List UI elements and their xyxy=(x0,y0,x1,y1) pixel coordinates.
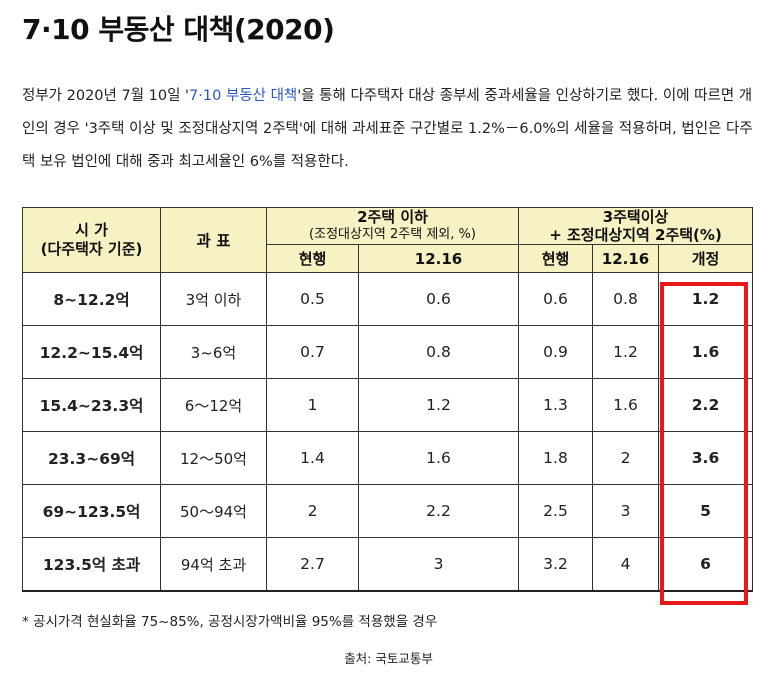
intro-paragraph: 정부가 2020년 7월 10일 '7·10 부동산 대책'을 통해 다주택자 … xyxy=(22,80,762,179)
source-credit: 출처: 국토교통부 xyxy=(344,651,433,666)
price-cell: 69~123.5억 xyxy=(22,484,161,538)
tax-base-cell: 3~6억 xyxy=(160,325,267,379)
group1-subtitle: (조정대상지역 2주택 제외, %) xyxy=(309,227,476,242)
table-row: 69~123.5억 50～94억 2 2.2 2.5 3 5 xyxy=(22,484,754,538)
g2-current-cell: 0.9 xyxy=(518,325,593,379)
g1-1216-cell: 0.8 xyxy=(358,325,519,379)
tax-rate-table: 시 가 (다주택자 기준) 과 표 2주택 이하 (조정대상지역 2주택 제외,… xyxy=(22,207,754,592)
price-cell: 15.4~23.3억 xyxy=(22,378,161,432)
tax-base-cell: 94억 초과 xyxy=(160,537,267,592)
g2-1216-cell: 2 xyxy=(592,431,659,485)
g2-1216-cell: 0.8 xyxy=(592,272,659,326)
page-title: 7·10 부동산 대책(2020) xyxy=(22,13,335,46)
price-cell: 23.3~69억 xyxy=(22,431,161,485)
g2-current-cell: 1.3 xyxy=(518,378,593,432)
g1-current-cell: 1 xyxy=(266,378,359,432)
policy-link[interactable]: 7·10 부동산 대책 xyxy=(189,88,298,104)
group2-title: 3주택이상 xyxy=(602,208,669,226)
g2-revised-cell: 3.6 xyxy=(657,431,754,485)
group1-title: 2주택 이하 xyxy=(357,208,428,226)
g1-current-header: 현행 xyxy=(266,244,359,273)
g1-current-cell: 0.5 xyxy=(266,272,359,326)
g1-1216-cell: 2.2 xyxy=(358,484,519,538)
table-row: 8~12.2억 3억 이하 0.5 0.6 0.6 0.8 1.2 xyxy=(22,272,754,326)
g2-current-header: 현행 xyxy=(518,244,593,273)
tax-base-column-header: 과 표 xyxy=(160,207,267,273)
g2-current-cell: 2.5 xyxy=(518,484,593,538)
intro-text-after: '을 통해 다주택자 대상 종부세 중과세율을 인상하기로 했다. 이에 따르면… xyxy=(22,88,753,170)
group1-header: 2주택 이하 (조정대상지역 2주택 제외, %) xyxy=(266,207,519,245)
g2-1216-cell: 1.6 xyxy=(592,378,659,432)
price-column-header-text: 시 가 (다주택자 기준) xyxy=(40,221,143,258)
tax-base-cell: 50～94억 xyxy=(160,484,267,538)
g1-1216-header: 12.16 xyxy=(358,244,519,273)
g1-current-cell: 0.7 xyxy=(266,325,359,379)
tax-base-cell: 6～12억 xyxy=(160,378,267,432)
tax-base-cell: 3억 이하 xyxy=(160,272,267,326)
intro-text-before: 정부가 2020년 7월 10일 ' xyxy=(22,88,190,104)
price-column-header: 시 가 (다주택자 기준) xyxy=(22,207,161,273)
g1-1216-cell: 0.6 xyxy=(358,272,519,326)
g2-current-cell: 0.6 xyxy=(518,272,593,326)
g2-1216-header: 12.16 xyxy=(592,244,659,273)
table-row: 12.2~15.4억 3~6억 0.7 0.8 0.9 1.2 1.6 xyxy=(22,325,754,379)
tax-base-cell: 12～50억 xyxy=(160,431,267,485)
g2-revised-header: 개정 xyxy=(657,244,754,273)
g1-current-cell: 2 xyxy=(266,484,359,538)
g2-1216-cell: 1.2 xyxy=(592,325,659,379)
price-cell: 123.5억 초과 xyxy=(22,537,161,592)
table-row: 23.3~69억 12～50억 1.4 1.6 1.8 2 3.6 xyxy=(22,431,754,485)
price-cell: 12.2~15.4억 xyxy=(22,325,161,379)
g2-revised-cell: 1.2 xyxy=(657,272,754,326)
g2-current-cell: 3.2 xyxy=(518,537,593,592)
g1-1216-cell: 3 xyxy=(358,537,519,592)
g2-current-cell: 1.8 xyxy=(518,431,593,485)
g1-1216-cell: 1.6 xyxy=(358,431,519,485)
footnote: * 공시가격 현실화율 75~85%, 공정시장가액비율 95%를 적용했을 경… xyxy=(22,614,438,630)
g1-1216-cell: 1.2 xyxy=(358,378,519,432)
group2-header: 3주택이상 + 조정대상지역 2주택(%) xyxy=(517,207,754,245)
g1-current-cell: 2.7 xyxy=(266,537,359,592)
g2-revised-cell: 1.6 xyxy=(657,325,754,379)
g2-revised-cell: 6 xyxy=(657,537,754,592)
table-row: 123.5억 초과 94억 초과 2.7 3 3.2 4 6 xyxy=(22,537,754,592)
group2-subtitle: + 조정대상지역 2주택(%) xyxy=(549,226,722,244)
g2-revised-cell: 2.2 xyxy=(657,378,754,432)
g2-1216-cell: 3 xyxy=(592,484,659,538)
g2-revised-cell: 5 xyxy=(657,484,754,538)
g2-1216-cell: 4 xyxy=(592,537,659,592)
g1-current-cell: 1.4 xyxy=(266,431,359,485)
table-row: 15.4~23.3억 6～12억 1 1.2 1.3 1.6 2.2 xyxy=(22,378,754,432)
price-cell: 8~12.2억 xyxy=(22,272,161,326)
